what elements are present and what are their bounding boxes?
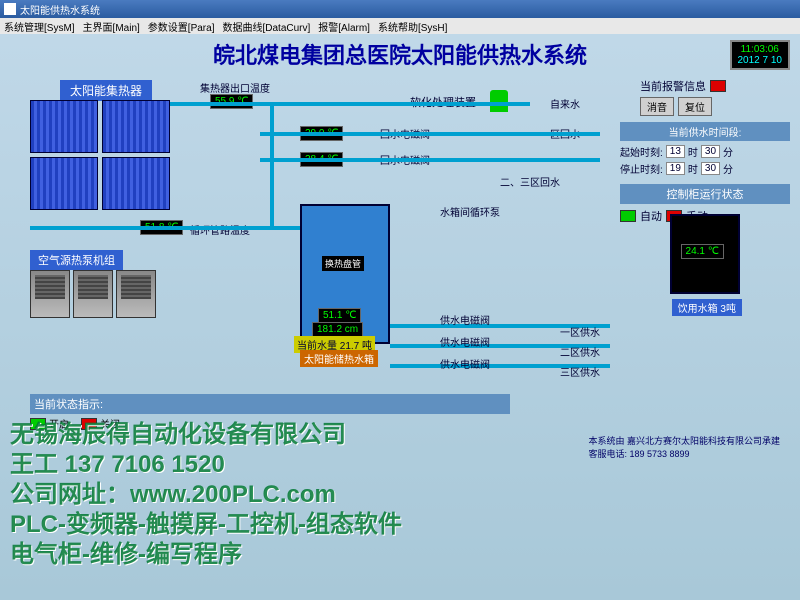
pipe [170,102,530,106]
zone2-supply-label: 二区供水 [560,344,600,359]
ctrl-header: 控制柜运行状态 [620,184,790,204]
menu-main[interactable]: 主界面[Main] [83,19,140,34]
auto-indicator [620,210,636,222]
system-credit: 本系统由 嘉兴北方赛尔太阳能科技有限公司承建 客服电话: 189 5733 88… [588,434,780,460]
collector-label: 太阳能集热器 [60,80,152,101]
supply-time-header: 当前供水时间段: [620,122,790,141]
heat-pump-label: 空气源热泵机组 [30,250,123,270]
menu-bar: 系统管理[SysM] 主界面[Main] 参数设置[Para] 数据曲线[Dat… [0,18,800,34]
menu-para[interactable]: 参数设置[Para] [148,19,215,34]
stop-hour[interactable]: 19 [666,162,685,175]
stop-min[interactable]: 30 [701,162,720,175]
clock-time: 11:03:06 [738,44,783,55]
zone3-supply-label: 三区供水 [560,364,600,379]
tank-temp: 51.1 ℃ [318,308,361,323]
pipe [270,102,274,228]
solar-cell [30,100,98,153]
menu-alarm[interactable]: 报警[Alarm] [318,19,370,34]
menu-datacurv[interactable]: 数据曲线[DataCurv] [222,19,310,34]
status-header: 当前状态指示: [30,394,510,414]
credit-line2: 客服电话: 189 5733 8899 [588,447,780,460]
solar-collector-array [30,100,170,210]
main-scada-view: 皖北煤电集团总医院太阳能供热水系统 11:03:06 2012 7 10 当前报… [0,34,800,600]
stop-label: 停止时刻: [620,161,663,176]
solar-cell [30,157,98,210]
drink-temp: 24.1 ℃ [681,244,724,259]
alarm-panel: 当前报警信息 消音 复位 [640,78,790,119]
supply-time-panel: 当前供水时间段: 起始时刻: 13 时 30 分 停止时刻: 19 时 30 分 [620,122,790,178]
zone1-supply-label: 一区供水 [560,324,600,339]
mute-button[interactable]: 消音 [640,97,674,116]
watermark-services: 电气柜-维修-编写程序 [10,534,242,569]
drink-tank-label: 饮用水箱 3吨 [672,299,742,316]
heat-pump-unit [73,270,113,318]
tank-name: 太阳能储热水箱 [300,350,378,367]
supply-valve-label-3: 供水电磁阀 [440,356,490,371]
window-titlebar: 太阳能供热水系统 [0,0,800,18]
window-title: 太阳能供热水系统 [20,2,100,17]
app-icon [4,3,16,15]
supply-valve-label-1: 供水电磁阀 [440,312,490,327]
pipe [30,226,300,230]
pipe [260,158,600,162]
start-min[interactable]: 30 [701,145,720,158]
page-title: 皖北煤电集团总医院太阳能供热水系统 [213,38,587,70]
menu-sysh[interactable]: 系统帮助[SysH] [378,19,447,34]
heat-pump-unit [30,270,70,318]
start-label: 起始时刻: [620,144,663,159]
soft-water-tank-icon [490,90,508,112]
alarm-indicator [710,80,726,92]
zone23-return-label: 二、三区回水 [500,174,560,189]
heat-pump-unit [116,270,156,318]
heat-pump-units [30,270,156,318]
solar-cell [102,100,170,153]
supply-valve-label-2: 供水电磁阀 [440,334,490,349]
tank-loop-pump-label: 水箱间循环泵 [440,204,500,219]
credit-line1: 本系统由 嘉兴北方赛尔太阳能科技有限公司承建 [588,434,780,447]
tap-water-label: 自来水 [550,96,580,111]
tank-level: 181.2 cm [312,322,363,337]
pipe [260,132,600,136]
solar-cell [102,157,170,210]
clock-date: 2012 7 10 [738,55,783,66]
alarm-label: 当前报警信息 [640,78,706,94]
menu-sysm[interactable]: 系统管理[SysM] [4,19,75,34]
auto-label: 自动 [640,208,662,224]
exchanger-label: 换热盘管 [322,256,364,271]
clock-display: 11:03:06 2012 7 10 [730,40,791,70]
reset-button[interactable]: 复位 [678,97,712,116]
outlet-temp-label: 集热器出口温度 [200,80,270,95]
start-hour[interactable]: 13 [666,145,685,158]
